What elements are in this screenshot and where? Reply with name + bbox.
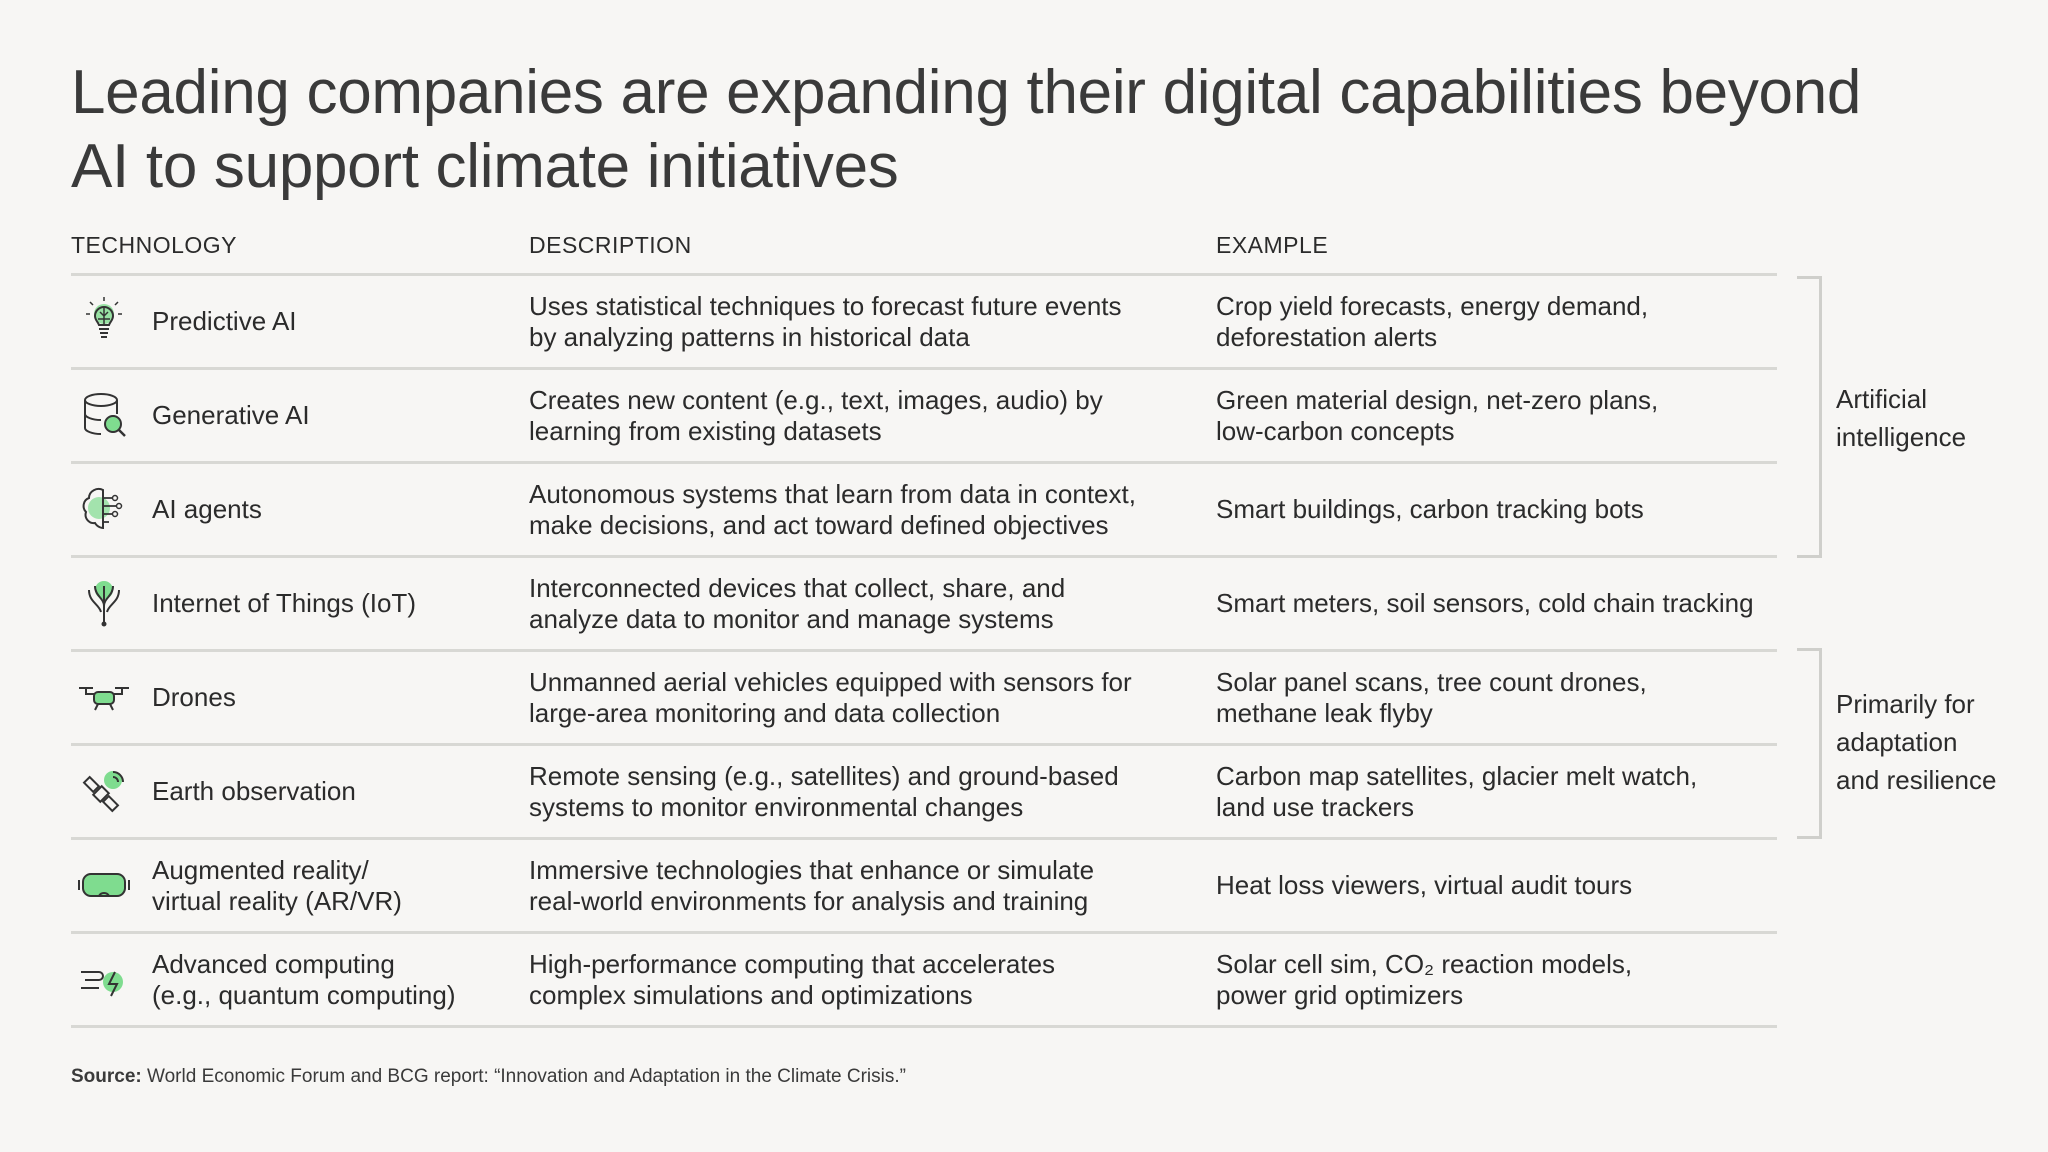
lightbulb-circuit-icon xyxy=(77,294,131,348)
technology-example: Green material design, net-zero plans, l… xyxy=(1216,384,1659,446)
database-search-icon xyxy=(77,388,131,442)
technology-example: Heat loss viewers, virtual audit tours xyxy=(1216,870,1633,900)
technology-description: Interconnected devices that collect, sha… xyxy=(529,572,1066,634)
header-description: DESCRIPTION xyxy=(529,232,692,258)
technology-name: Drones xyxy=(152,682,236,712)
source-text: World Economic Forum and BCG report: “In… xyxy=(141,1066,906,1087)
technology-description: Immersive technologies that enhance or s… xyxy=(529,854,1095,916)
table-row: AI agents Autonomous systems that learn … xyxy=(71,461,1777,555)
technology-description: Remote sensing (e.g., satellites) and gr… xyxy=(529,760,1119,822)
page-title: Leading companies are expanding their di… xyxy=(71,58,1862,201)
technology-description: Creates new content (e.g., text, images,… xyxy=(529,384,1103,446)
technology-description: Uses statistical techniques to forecast … xyxy=(529,290,1122,352)
technology-name: Advanced computing (e.g., quantum comput… xyxy=(152,948,456,1010)
technology-example: Crop yield forecasts, energy demand, def… xyxy=(1216,290,1649,352)
technology-name: Generative AI xyxy=(152,400,310,430)
drone-icon xyxy=(77,670,131,724)
group-label-ai: Artificial intelligence xyxy=(1836,384,1967,452)
technology-name: Augmented reality/ virtual reality (AR/V… xyxy=(152,854,402,916)
technology-description: Unmanned aerial vehicles equipped with s… xyxy=(529,666,1132,728)
brain-circuit-icon xyxy=(77,482,131,536)
technology-description: Autonomous systems that learn from data … xyxy=(529,478,1136,540)
adaptation-group-bracket xyxy=(1797,648,1822,839)
technology-name: Earth observation xyxy=(152,776,356,806)
group-label-adaptation: Primarily for adaptation and resilience xyxy=(1836,689,1997,795)
table-row: Generative AI Creates new content (e.g.,… xyxy=(71,367,1777,461)
source-label: Source: xyxy=(71,1066,142,1087)
technology-name: AI agents xyxy=(152,494,262,524)
table-row: Earth observation Remote sensing (e.g., … xyxy=(71,743,1777,837)
table-row: Advanced computing (e.g., quantum comput… xyxy=(71,931,1777,1028)
technology-example: Smart buildings, carbon tracking bots xyxy=(1216,494,1644,524)
header-example: EXAMPLE xyxy=(1216,232,1329,258)
technology-example: Solar panel scans, tree count drones, me… xyxy=(1216,666,1647,728)
technology-name: Predictive AI xyxy=(152,306,297,336)
technology-example: Smart meters, soil sensors, cold chain t… xyxy=(1216,588,1754,618)
quantum-computing-icon xyxy=(77,952,131,1006)
table-row: Augmented reality/ virtual reality (AR/V… xyxy=(71,837,1777,931)
technology-description: High-performance computing that accelera… xyxy=(529,948,1056,1010)
satellite-icon xyxy=(77,764,131,818)
technology-table: Predictive AI Uses statistical technique… xyxy=(71,273,1777,1028)
ai-group-bracket xyxy=(1797,276,1822,558)
table-row: Predictive AI Uses statistical technique… xyxy=(71,273,1777,367)
source-note: Source: World Economic Forum and BCG rep… xyxy=(71,1066,906,1088)
vr-headset-icon xyxy=(77,858,131,912)
technology-example: Carbon map satellites, glacier melt watc… xyxy=(1216,760,1698,822)
iot-network-icon xyxy=(77,576,131,630)
table-row: Drones Unmanned aerial vehicles equipped… xyxy=(71,649,1777,743)
header-technology: TECHNOLOGY xyxy=(71,232,238,258)
table-row: Internet of Things (IoT) Interconnected … xyxy=(71,555,1777,649)
technology-example: Solar cell sim, CO₂ reaction models, pow… xyxy=(1216,948,1633,1010)
technology-name: Internet of Things (IoT) xyxy=(152,588,416,618)
